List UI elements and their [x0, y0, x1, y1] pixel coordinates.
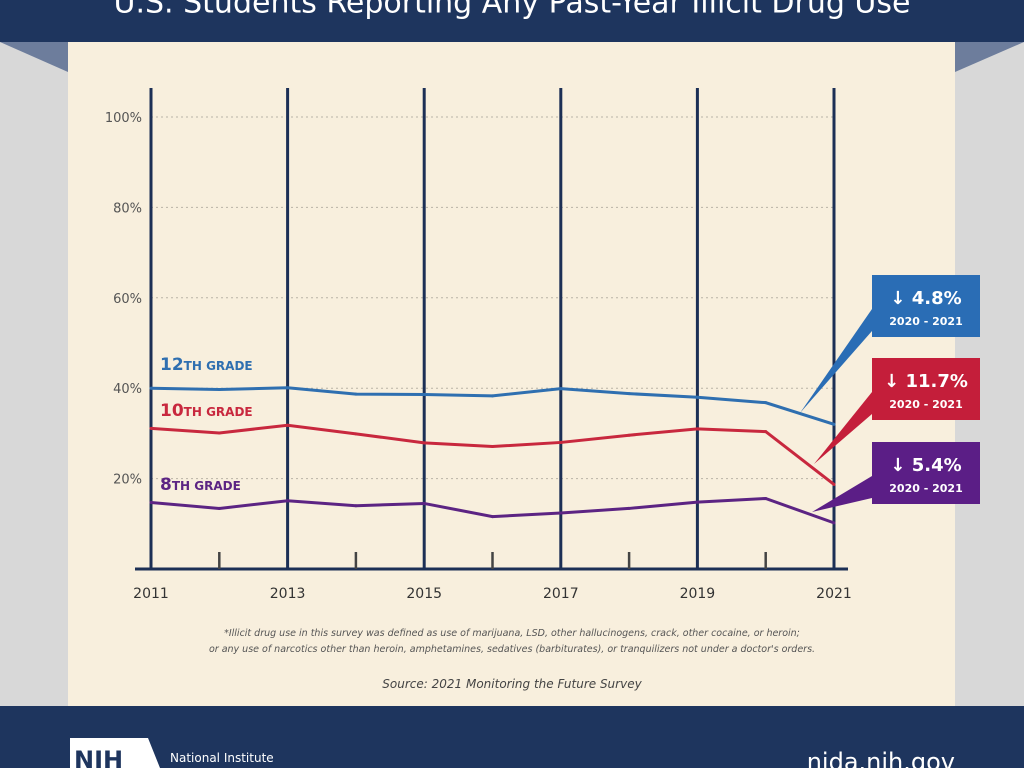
data-point: [354, 504, 358, 508]
change-callout: ↓ 11.7% 2020 - 2021: [814, 358, 980, 464]
data-point: [559, 440, 563, 444]
svg-text:2020 - 2021: 2020 - 2021: [889, 482, 962, 495]
series-label: 8TH GRADE: [160, 475, 241, 495]
y-tick-label: 80%: [113, 201, 142, 216]
x-tick-label: 2013: [270, 586, 306, 602]
y-tick-label: 20%: [113, 473, 142, 488]
source-note: Source: 2021 Monitoring the Future Surve…: [382, 677, 642, 691]
data-point: [627, 433, 631, 437]
data-point: [354, 392, 358, 396]
data-point: [354, 432, 358, 436]
svg-text:↓ 4.8%: ↓ 4.8%: [890, 288, 961, 309]
data-point: [286, 499, 290, 503]
data-point: [764, 496, 768, 500]
change-callout: ↓ 5.4% 2020 - 2021: [812, 442, 980, 512]
data-point: [491, 515, 494, 519]
svg-text:2020 - 2021: 2020 - 2021: [889, 315, 962, 328]
svg-text:NIH: NIH: [74, 746, 123, 768]
data-point: [217, 431, 221, 435]
data-point: [764, 401, 768, 405]
data-point: [832, 422, 836, 426]
data-point: [832, 482, 836, 486]
data-point: [149, 501, 153, 505]
data-point: [559, 511, 563, 515]
data-point: [627, 506, 631, 510]
x-tick-label: 2011: [133, 586, 169, 602]
data-point: [491, 394, 494, 398]
svg-text:↓ 11.7%: ↓ 11.7%: [884, 371, 968, 392]
data-point: [422, 501, 426, 505]
series-label: 12TH GRADE: [160, 355, 253, 375]
chart-panel: [68, 42, 955, 706]
y-tick-label: 100%: [105, 111, 142, 126]
data-point: [286, 386, 290, 390]
x-tick-label: 2021: [816, 586, 852, 602]
data-point: [832, 521, 836, 525]
chart-title: U.S. Students Reporting Any Past-Year Il…: [114, 0, 911, 21]
data-point: [695, 500, 699, 504]
data-point: [422, 441, 426, 445]
data-point: [422, 393, 426, 397]
data-point: [149, 386, 153, 390]
website-url[interactable]: nida.nih.gov: [807, 748, 955, 768]
y-tick-label: 40%: [113, 382, 142, 397]
x-tick-label: 2015: [406, 586, 442, 602]
x-tick-label: 2017: [543, 586, 579, 602]
x-tick-label: 2019: [680, 586, 716, 602]
data-point: [149, 426, 153, 430]
data-point: [217, 506, 221, 510]
footnote-line-2: or any use of narcotics other than heroi…: [209, 644, 815, 655]
y-tick-label: 60%: [113, 292, 142, 307]
header-band: [0, 0, 1024, 42]
svg-text:↓ 5.4%: ↓ 5.4%: [890, 455, 961, 476]
right-flap: [955, 42, 1024, 72]
data-point: [627, 392, 631, 396]
data-point: [217, 388, 221, 392]
data-point: [559, 387, 563, 391]
change-callout: ↓ 4.8% 2020 - 2021: [800, 275, 980, 413]
left-flap: [0, 42, 68, 72]
data-point: [695, 395, 699, 399]
data-point: [491, 445, 494, 449]
svg-text:2020 - 2021: 2020 - 2021: [889, 398, 962, 411]
series-label: 10TH GRADE: [160, 401, 253, 421]
org-name: National Institute: [170, 751, 274, 765]
data-point: [286, 423, 290, 427]
data-point: [764, 430, 768, 434]
data-point: [695, 427, 699, 431]
footer-band: [0, 706, 1024, 768]
footnote-line-1: *Illicit drug use in this survey was def…: [224, 628, 800, 639]
nih-logo: NIH: [70, 738, 160, 768]
